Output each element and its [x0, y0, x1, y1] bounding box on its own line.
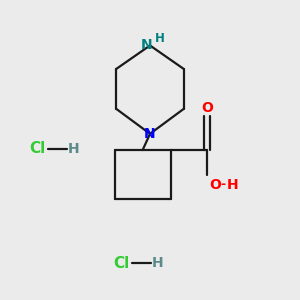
Text: N: N — [141, 38, 153, 52]
Text: H: H — [226, 178, 238, 192]
Text: O: O — [209, 178, 221, 192]
Text: H: H — [152, 256, 164, 270]
Text: Cl: Cl — [113, 256, 129, 271]
Text: H: H — [68, 142, 80, 155]
Text: H: H — [155, 32, 165, 45]
Text: Cl: Cl — [29, 141, 46, 156]
Text: N: N — [144, 127, 156, 141]
Text: -: - — [221, 178, 226, 191]
Text: O: O — [202, 101, 213, 115]
